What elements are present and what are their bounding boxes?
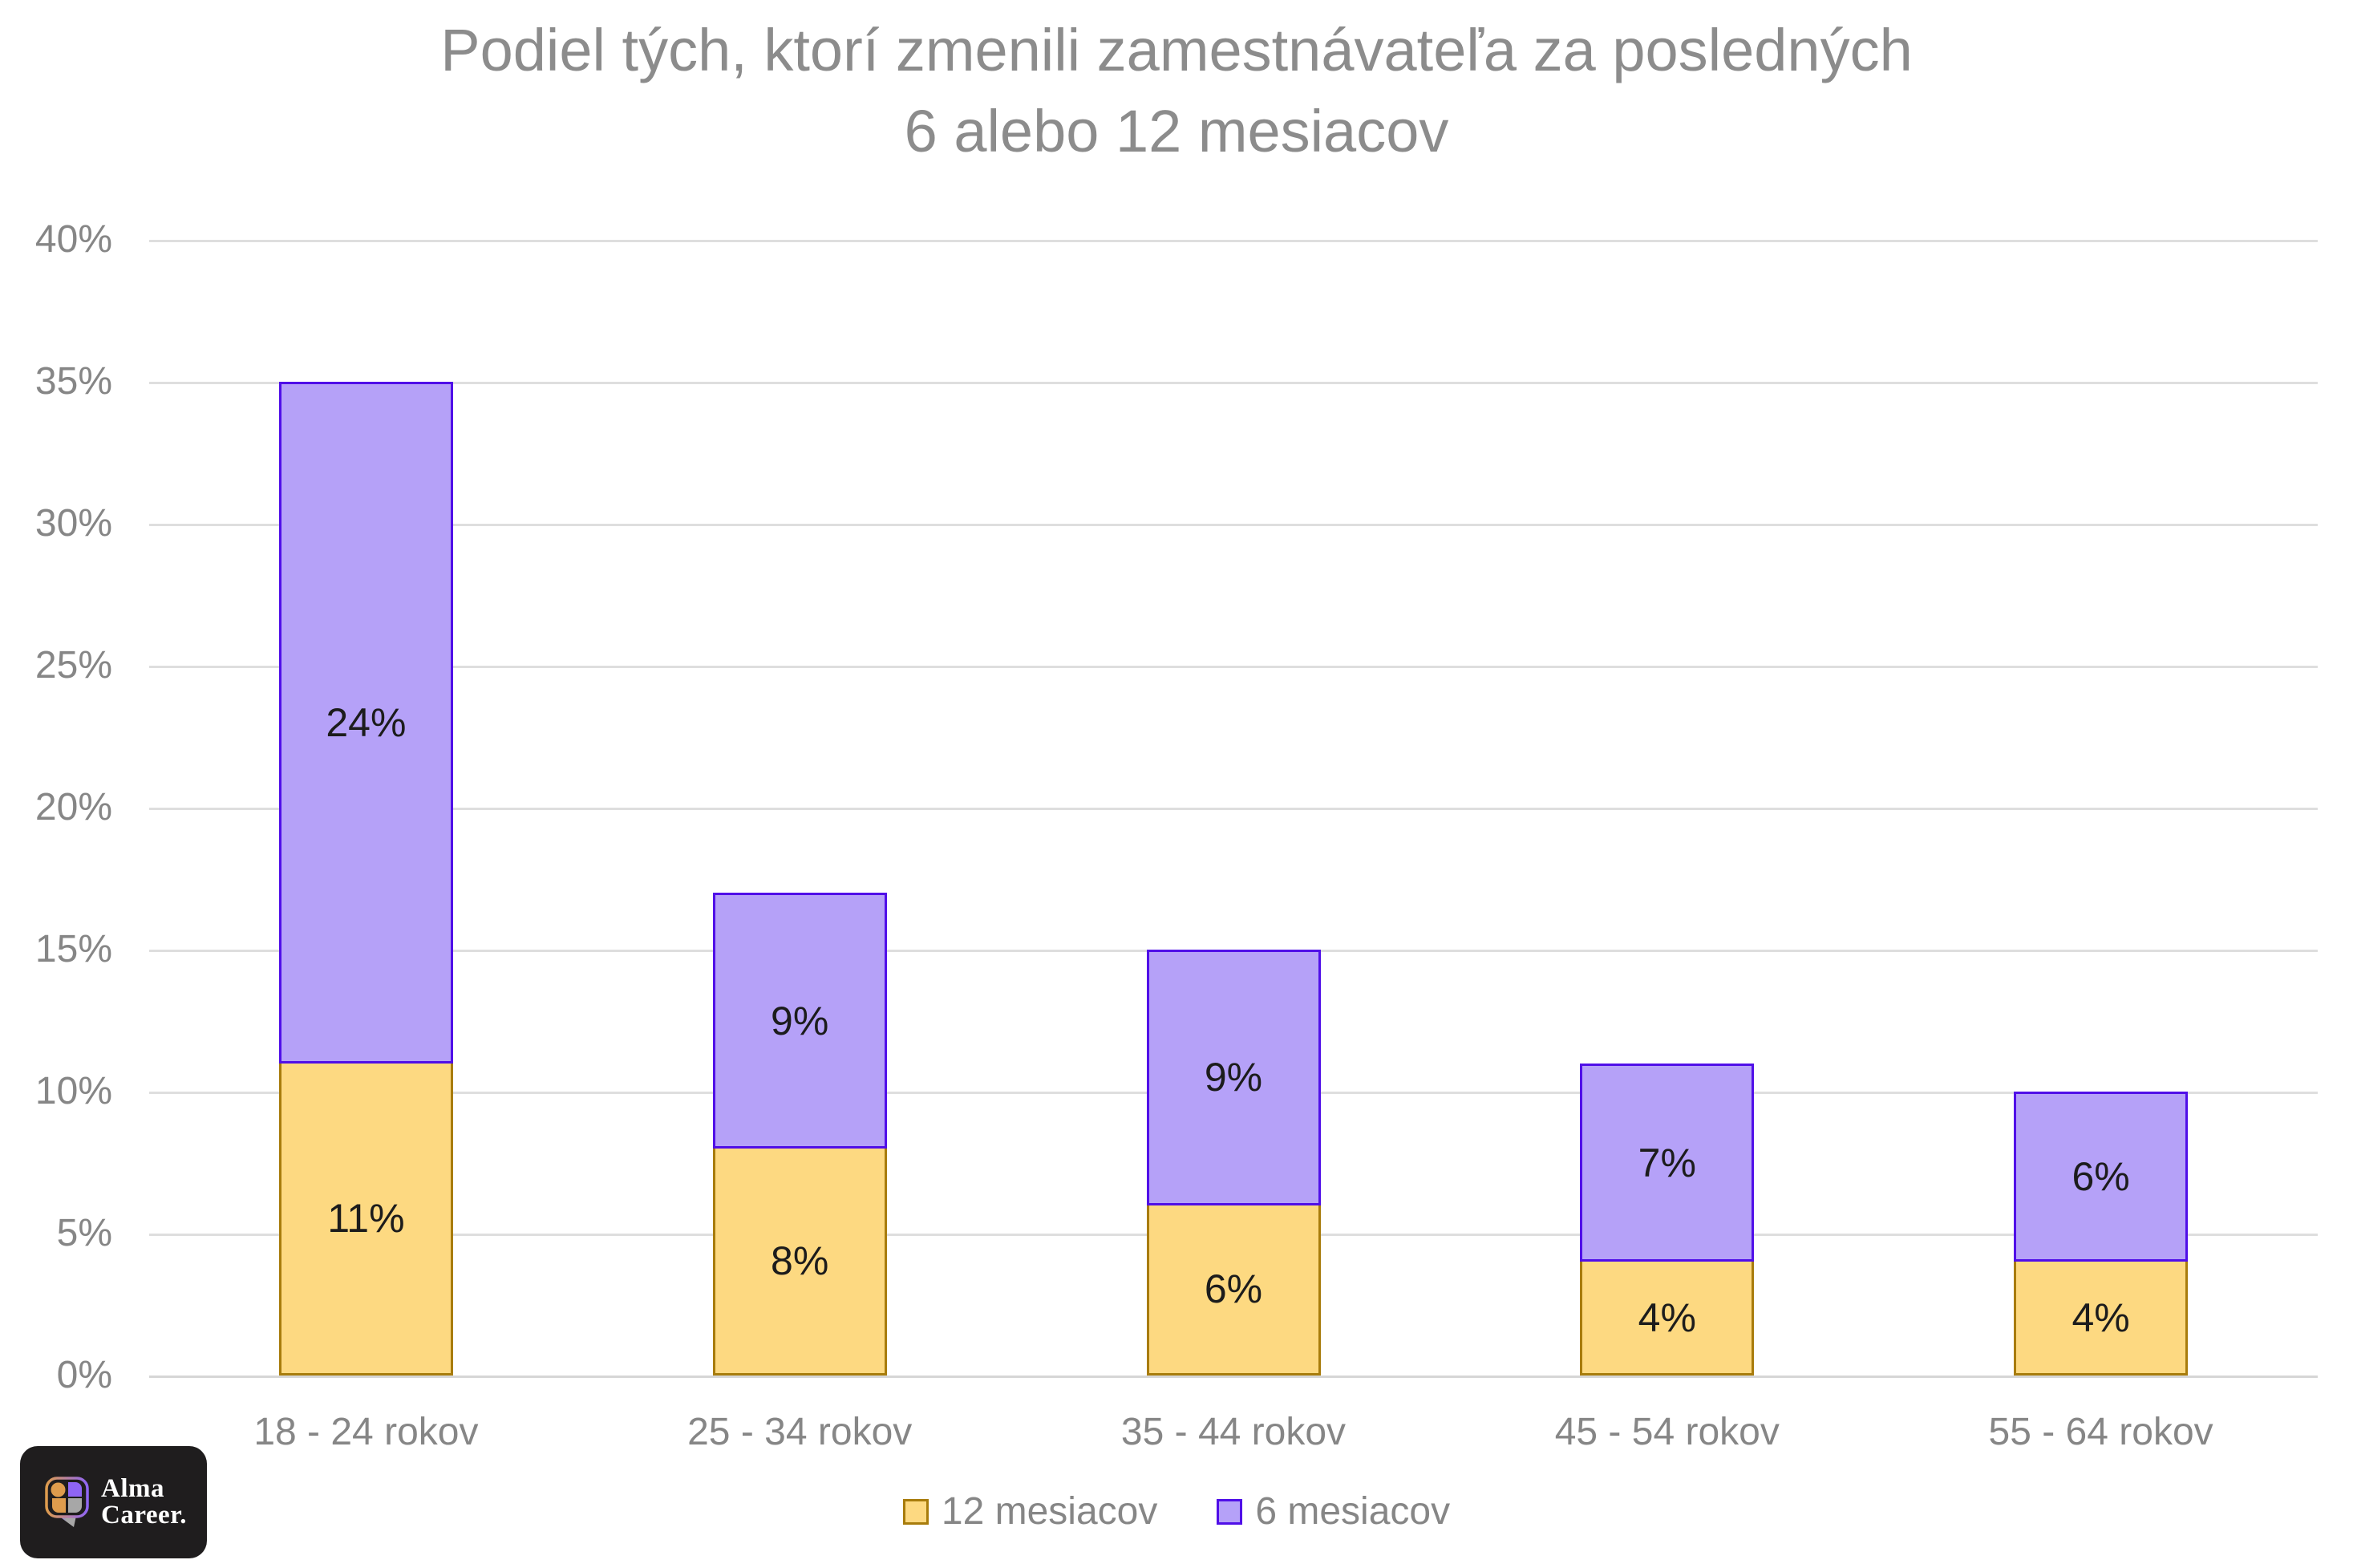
bar-segment-12-mesiacov-3: 6% (1146, 1205, 1321, 1376)
legend-label: 12 mesiacov (941, 1490, 1158, 1533)
data-label: 11% (327, 1195, 405, 1241)
y-tick-label: 20% (34, 786, 112, 829)
gridline-0% (149, 1376, 2318, 1378)
data-label: 6% (1204, 1266, 1263, 1312)
bar-segment-6-mesiacov-1: 24% (278, 382, 453, 1064)
y-tick-label: 35% (34, 360, 112, 403)
logo-text: Alma Career. (101, 1476, 187, 1529)
chart-title-line1: Podiel tých, ktorí zmenili zamestnávateľ… (440, 17, 1913, 83)
bar-segment-12-mesiacov-2: 8% (712, 1148, 887, 1376)
data-label: 4% (2072, 1295, 2130, 1340)
data-label: 24% (326, 699, 407, 745)
chart-title: Podiel tých, ktorí zmenili zamestnávateľ… (0, 10, 2353, 172)
gridline-40% (149, 240, 2318, 242)
bar-segment-12-mesiacov-1: 11% (278, 1063, 453, 1376)
gridline-20% (149, 808, 2318, 810)
legend-swatch (902, 1499, 929, 1525)
alma-career-logo: Alma Career. (20, 1446, 207, 1558)
data-label: 7% (1638, 1140, 1696, 1185)
bar-segment-12-mesiacov-5: 4% (2014, 1262, 2189, 1376)
data-label: 9% (771, 998, 829, 1043)
y-tick-label: 5% (56, 1212, 112, 1254)
bar-segment-6-mesiacov-2: 9% (712, 893, 887, 1149)
data-label: 8% (771, 1238, 829, 1283)
y-tick-label: 30% (34, 502, 112, 545)
speech-bubble-icon (45, 1476, 89, 1527)
plot-area: 0% 5% 10% 15% 20% 25% 30% 35% 40% 11% 24% 8% 9% 6% 9% 4… (35, 221, 2318, 1395)
gridline-30% (149, 524, 2318, 526)
icon-circle-orange (51, 1482, 66, 1497)
bar-segment-12-mesiacov-4: 4% (1580, 1262, 1755, 1376)
x-category-label: 55 - 64 rokov (1988, 1411, 2213, 1453)
icon-square-purple (68, 1481, 82, 1497)
bar-segment-6-mesiacov-4: 7% (1580, 1063, 1755, 1262)
gridline-35% (149, 382, 2318, 384)
gridline-25% (149, 666, 2318, 668)
legend: 12 mesiacov 6 mesiacov (0, 1487, 2353, 1537)
bubble-outline (45, 1476, 89, 1518)
bubble-tail (59, 1515, 76, 1527)
y-tick-label: 0% (56, 1354, 112, 1396)
y-tick-label: 15% (34, 928, 112, 970)
data-label: 4% (1638, 1295, 1696, 1340)
y-tick-label: 40% (34, 218, 112, 261)
icon-square-orange (52, 1497, 66, 1513)
icon-square-gray (68, 1497, 82, 1513)
bar-segment-6-mesiacov-3: 9% (1146, 950, 1321, 1205)
legend-label: 6 mesiacov (1255, 1490, 1451, 1533)
x-axis-labels: 18 - 24 rokov 25 - 34 rokov 35 - 44 rokov 4… (149, 1410, 2318, 1455)
legend-item-12-mesiacov: 12 mesiacov (902, 1490, 1158, 1533)
legend-item-6-mesiacov: 6 mesiacov (1217, 1493, 1450, 1531)
data-label: 9% (1204, 1055, 1263, 1100)
x-category-label: 35 - 44 rokov (1120, 1411, 1347, 1453)
x-category-label: 25 - 34 rokov (687, 1411, 913, 1453)
y-tick-label: 10% (34, 1070, 112, 1112)
y-tick-label: 25% (34, 644, 112, 687)
logo-text-line2: Career. (101, 1501, 188, 1530)
bar-segment-6-mesiacov-5: 6% (2014, 1092, 2189, 1262)
data-label: 6% (2072, 1154, 2130, 1200)
x-category-label: 45 - 54 rokov (1554, 1411, 1780, 1453)
x-category-label: 18 - 24 rokov (253, 1411, 479, 1453)
chart-title-line2: 6 alebo 12 mesiacov (904, 98, 1449, 164)
logo-text-line1: Alma (101, 1474, 164, 1503)
legend-swatch (1217, 1499, 1243, 1525)
